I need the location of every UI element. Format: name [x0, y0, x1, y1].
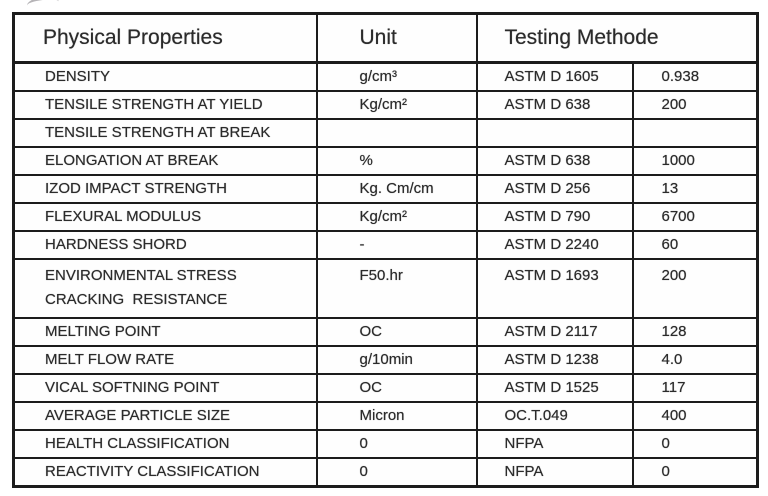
header-row: Physical Properties Unit Testing Methode [12, 12, 759, 64]
unit-cell: 0 [315, 429, 478, 459]
table-row: VICAL SOFTNING POINT OC ASTM D 1525 117 [12, 373, 759, 403]
value-cell: 13 [631, 174, 759, 204]
method-cell: ASTM D 1238 [475, 345, 634, 375]
value-cell: 200 [631, 90, 759, 120]
table-row: MELT FLOW RATE g/10min ASTM D 1238 4.0 [12, 345, 759, 375]
value-cell: 128 [631, 317, 759, 347]
value-cell: 0 [631, 429, 759, 459]
unit-cell: - [315, 230, 478, 260]
unit-cell: OC [315, 317, 478, 347]
table-row: DENSITY g/cm³ ASTM D 1605 0.938 [12, 61, 759, 92]
header-physical-properties: Physical Properties [12, 12, 318, 64]
table-row: MELTING POINT OC ASTM D 2117 128 [12, 317, 759, 347]
value-cell: 400 [631, 401, 759, 431]
value-cell: 60 [631, 230, 759, 260]
property-cell: TENSILE STRENGTH AT BREAK [12, 118, 318, 148]
scan-artifact-mark [26, 0, 60, 12]
method-cell: NFPA [475, 457, 634, 488]
property-cell: MELT FLOW RATE [12, 345, 318, 375]
table-row: FLEXURAL MODULUS Kg/cm² ASTM D 790 6700 [12, 202, 759, 232]
property-cell: VICAL SOFTNING POINT [12, 373, 318, 403]
unit-cell: g/10min [315, 345, 478, 375]
value-cell: 1000 [631, 146, 759, 176]
unit-cell: 0 [315, 457, 478, 488]
unit-cell: Kg. Cm/cm [315, 174, 478, 204]
unit-cell: F50.hr [315, 258, 478, 319]
method-cell: ASTM D 2240 [475, 230, 634, 260]
unit-cell [315, 118, 478, 148]
method-cell: ASTM D 1525 [475, 373, 634, 403]
method-cell [475, 118, 634, 148]
table-row: AVERAGE PARTICLE SIZE Micron OC.T.049 40… [12, 401, 759, 431]
method-cell: OC.T.049 [475, 401, 634, 431]
property-cell: TENSILE STRENGTH AT YIELD [12, 90, 318, 120]
property-cell: AVERAGE PARTICLE SIZE [12, 401, 318, 431]
header-unit: Unit [315, 12, 478, 64]
table-row: HEALTH CLASSIFICATION 0 NFPA 0 [12, 429, 759, 459]
property-cell: REACTIVITY CLASSIFICATION [12, 457, 318, 488]
value-cell: 6700 [631, 202, 759, 232]
method-cell: ASTM D 1693 [475, 258, 634, 319]
unit-cell: % [315, 146, 478, 176]
property-cell: MELTING POINT [12, 317, 318, 347]
method-cell: ASTM D 790 [475, 202, 634, 232]
method-cell: NFPA [475, 429, 634, 459]
unit-cell: Micron [315, 401, 478, 431]
value-cell: 0.938 [631, 61, 759, 92]
property-cell: HARDNESS SHORD [12, 230, 318, 260]
table-body: DENSITY g/cm³ ASTM D 1605 0.938 TENSILE … [12, 61, 759, 488]
table-row: HARDNESS SHORD - ASTM D 2240 60 [12, 230, 759, 260]
method-cell: ASTM D 638 [475, 146, 634, 176]
method-cell: ASTM D 256 [475, 174, 634, 204]
property-cell: FLEXURAL MODULUS [12, 202, 318, 232]
property-cell: ENVIRONMENTAL STRESS CRACKING RESISTANCE [12, 258, 318, 319]
method-cell: ASTM D 1605 [475, 61, 634, 92]
method-cell: ASTM D 2117 [475, 317, 634, 347]
value-cell: 200 [631, 258, 759, 319]
value-cell: 0 [631, 457, 759, 488]
method-cell: ASTM D 638 [475, 90, 634, 120]
unit-cell: g/cm³ [315, 61, 478, 92]
property-cell: ELONGATION AT BREAK [12, 146, 318, 176]
property-cell: DENSITY [12, 61, 318, 92]
header-testing-methode: Testing Methode [475, 12, 759, 64]
table-row: ELONGATION AT BREAK % ASTM D 638 1000 [12, 146, 759, 176]
table-row: REACTIVITY CLASSIFICATION 0 NFPA 0 [12, 457, 759, 488]
value-cell: 117 [631, 373, 759, 403]
unit-cell: OC [315, 373, 478, 403]
value-cell: 4.0 [631, 345, 759, 375]
table-row: TENSILE STRENGTH AT BREAK [12, 118, 759, 148]
table-row: ENVIRONMENTAL STRESS CRACKING RESISTANCE… [12, 258, 759, 319]
property-cell: HEALTH CLASSIFICATION [12, 429, 318, 459]
unit-cell: Kg/cm² [315, 202, 478, 232]
table-row: TENSILE STRENGTH AT YIELD Kg/cm² ASTM D … [12, 90, 759, 120]
property-cell: IZOD IMPACT STRENGTH [12, 174, 318, 204]
physical-properties-table: Physical Properties Unit Testing Methode… [12, 12, 760, 488]
unit-cell: Kg/cm² [315, 90, 478, 120]
value-cell [631, 118, 759, 148]
table-row: IZOD IMPACT STRENGTH Kg. Cm/cm ASTM D 25… [12, 174, 759, 204]
